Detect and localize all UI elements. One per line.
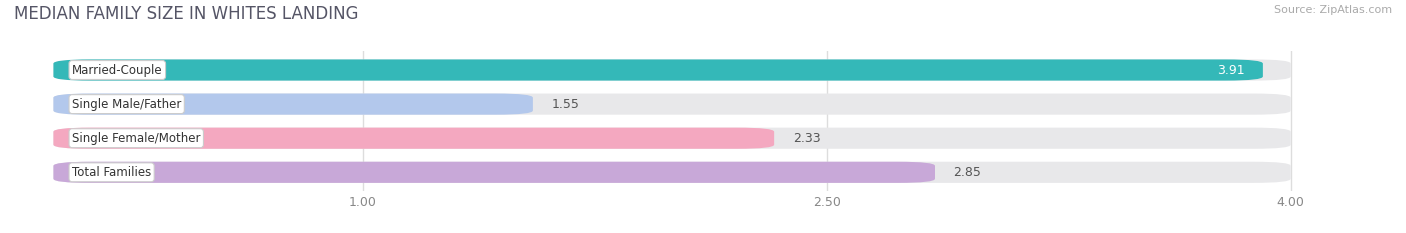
- FancyBboxPatch shape: [53, 93, 533, 115]
- FancyBboxPatch shape: [53, 128, 775, 149]
- FancyBboxPatch shape: [53, 59, 1263, 81]
- Text: MEDIAN FAMILY SIZE IN WHITES LANDING: MEDIAN FAMILY SIZE IN WHITES LANDING: [14, 5, 359, 23]
- FancyBboxPatch shape: [53, 162, 935, 183]
- Text: 2.85: 2.85: [953, 166, 981, 179]
- Text: 2.33: 2.33: [793, 132, 820, 145]
- Text: 3.91: 3.91: [1216, 64, 1244, 76]
- Text: Total Families: Total Families: [72, 166, 152, 179]
- Text: Single Male/Father: Single Male/Father: [72, 98, 181, 111]
- FancyBboxPatch shape: [53, 93, 1291, 115]
- FancyBboxPatch shape: [53, 128, 1291, 149]
- Text: Source: ZipAtlas.com: Source: ZipAtlas.com: [1274, 5, 1392, 15]
- FancyBboxPatch shape: [53, 162, 1291, 183]
- Text: Married-Couple: Married-Couple: [72, 64, 163, 76]
- FancyBboxPatch shape: [53, 59, 1291, 81]
- Text: Single Female/Mother: Single Female/Mother: [72, 132, 201, 145]
- Text: 1.55: 1.55: [551, 98, 579, 111]
